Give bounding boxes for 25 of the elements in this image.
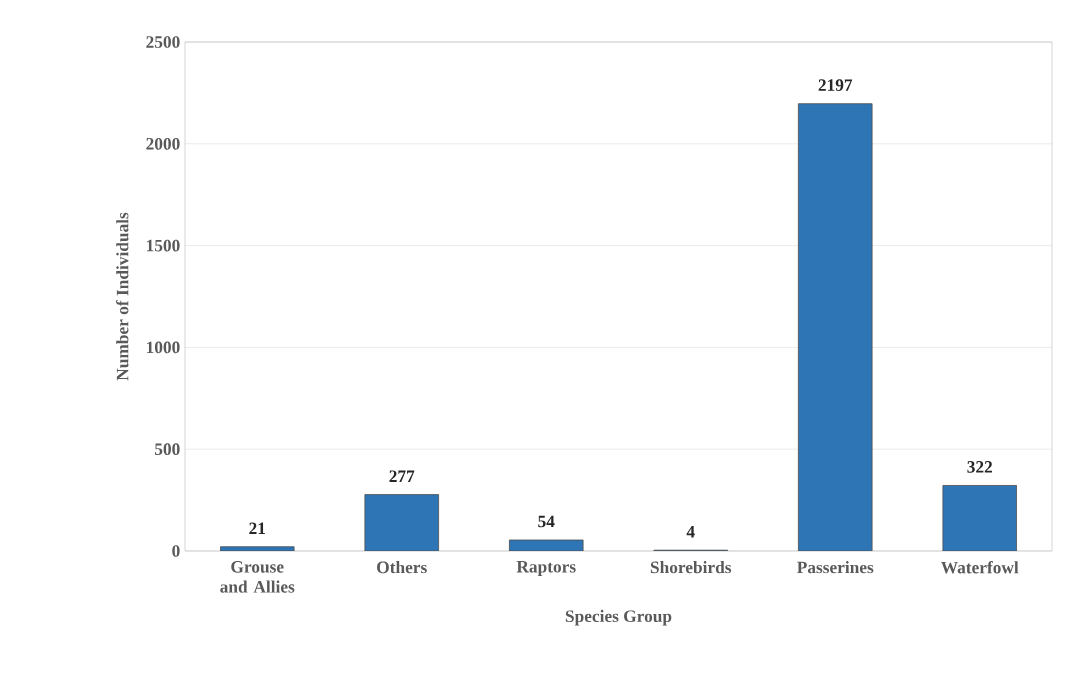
x-tick-label: Waterfowl xyxy=(941,561,1019,574)
y-tick-label: 2000 xyxy=(146,137,180,150)
x-tick-label: Others xyxy=(377,561,427,574)
y-tick-label: 2500 xyxy=(146,36,180,48)
data-label: 54 xyxy=(538,515,555,528)
y-tick-label: 0 xyxy=(172,545,180,557)
x-tick-label: Grouse and Allies xyxy=(220,561,295,593)
y-tick-label: 500 xyxy=(154,443,180,456)
y-tick-label: 1000 xyxy=(147,341,180,354)
y-tick-label: 1500 xyxy=(147,239,180,252)
y-axis-title: Number of Individuals xyxy=(116,212,129,381)
bar xyxy=(798,103,873,551)
data-label: 322 xyxy=(967,461,993,473)
x-tick-label: Shorebirds xyxy=(650,561,732,574)
bar xyxy=(509,539,584,551)
data-label: 4 xyxy=(686,526,695,538)
bar xyxy=(220,546,295,551)
x-axis-title: Species Group xyxy=(565,609,672,626)
data-label: 2197 xyxy=(818,79,853,91)
bar xyxy=(942,485,1017,551)
data-label: 277 xyxy=(389,470,415,482)
bar xyxy=(364,494,439,551)
data-label: 21 xyxy=(249,522,266,535)
x-tick-label: Passerines xyxy=(797,561,874,574)
x-tick-label: Raptors xyxy=(516,561,576,577)
